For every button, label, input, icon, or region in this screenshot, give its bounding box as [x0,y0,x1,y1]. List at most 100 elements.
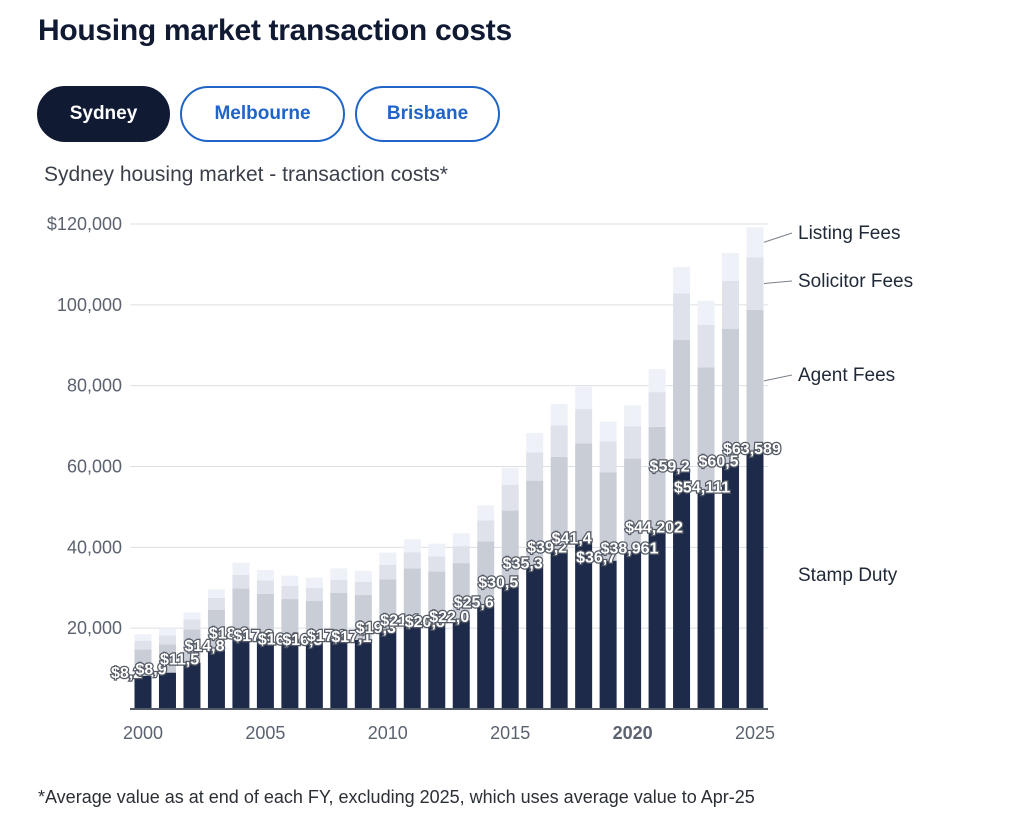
y-tick-label: 60,000 [67,457,122,477]
x-tick-label: 2015 [490,723,530,743]
bar-agent-fees-2016 [526,480,544,567]
bar-agent-fees-2009 [354,595,372,640]
bar-stamp-duty-2024 [722,464,740,709]
x-axis-ticks: 2000 2005 2010 2015 2020 2025 [123,723,775,743]
bar-solicitor-fees-2012 [428,556,446,572]
data-label-stamp-duty-2011: $21,1 [380,613,420,630]
y-tick-label: 100,000 [57,295,122,315]
legend-leader-line [763,232,793,243]
y-tick-label: $120,000 [47,214,122,234]
data-label-stamp-duty-2016: $35,3 [503,555,543,572]
bar-agent-fees-2003 [207,609,225,650]
bar-agent-fees-2021 [648,426,666,531]
bar-listing-fees-2006 [281,575,299,586]
data-label-stamp-duty-2012: $20,8 [405,614,445,631]
bar-agent-fees-2010 [379,579,397,631]
bar-agent-fees-2022 [673,339,691,470]
bar-listing-fees-2013 [452,533,470,547]
bar-agent-fees-2014 [477,541,495,606]
bar-agent-fees-2007 [305,600,323,644]
data-label-stamp-duty-2020: $38,961 [601,541,659,558]
bar-agent-fees-2015 [501,510,519,586]
bar-listing-fees-2004 [232,562,250,575]
bar-stamp-duty-2014 [477,605,495,709]
bar-solicitor-fees-2021 [648,392,666,427]
data-label-stamp-duty-2013: $22,0 [429,609,469,626]
y-tick-label: 40,000 [67,537,122,557]
tab-brisbane[interactable]: Brisbane [355,86,500,142]
bar-solicitor-fees-2015 [501,484,519,511]
y-tick-label: 20,000 [67,618,122,638]
data-label-stamp-duty-2021: $44,202 [625,519,683,536]
bar-solicitor-fees-2011 [403,552,421,569]
bar-stamp-duty-2009 [354,639,372,709]
data-label-stamp-duty-2010: $19,3 [356,620,396,637]
bar-listing-fees-2021 [648,369,666,393]
bar-agent-fees-2000 [134,649,152,676]
data-label-stamp-duty-2023: $54,111 [674,479,730,496]
data-labels: $8,2$8,9$11,5$14,8$18,0$17,3$16,4$16,3$1… [110,440,782,683]
x-tick-label: 2000 [123,723,163,743]
bar-solicitor-fees-2013 [452,546,470,564]
bar-listing-fees-2016 [526,432,544,453]
bar-solicitor-fees-2002 [183,619,201,630]
bars [134,227,764,709]
bar-solicitor-fees-2025 [746,257,764,310]
bar-agent-fees-2005 [256,593,274,640]
bar-agent-fees-2013 [452,563,470,621]
bar-stamp-duty-2003 [207,649,225,709]
bar-stamp-duty-2022 [673,469,691,709]
data-label-stamp-duty-2000: $8,2 [111,665,142,682]
stacked-bar-chart: $120,000100,00080,00060,00040,00020,000 … [47,214,913,743]
x-tick-label: 2025 [735,723,775,743]
bar-solicitor-fees-2003 [207,597,225,610]
legend-label-solicitor-fees: Solicitor Fees [798,271,913,292]
tab-sydney[interactable]: Sydney [37,86,170,142]
bar-stamp-duty-2012 [428,624,446,709]
bar-solicitor-fees-2020 [624,426,642,459]
bar-stamp-duty-2005 [256,639,274,709]
bar-stamp-duty-2017 [550,550,568,709]
legend-leader-line [763,280,793,284]
bar-listing-fees-2002 [183,612,201,620]
bar-listing-fees-2018 [575,386,593,410]
data-label-stamp-duty-2017: $39,2 [527,540,567,557]
bar-listing-fees-2005 [256,569,274,581]
bar-stamp-duty-2001 [158,672,176,709]
page-title: Housing market transaction costs [38,14,512,47]
tab-melbourne[interactable]: Melbourne [180,86,345,142]
bar-listing-fees-2025 [746,227,764,258]
bar-stamp-duty-2008 [330,639,348,709]
data-label-stamp-duty-2009: $17,1 [331,629,371,646]
data-label-stamp-duty-2003: $14,8 [184,638,224,655]
bar-stamp-duty-2011 [403,623,421,709]
bar-solicitor-fees-2001 [158,635,176,645]
bar-stamp-duty-2015 [501,585,519,709]
bar-agent-fees-2025 [746,309,764,452]
bar-listing-fees-2020 [624,405,642,427]
bar-solicitor-fees-2010 [379,564,397,580]
data-label-stamp-duty-2004: $18,0 [209,625,249,642]
bar-stamp-duty-2000 [134,675,152,709]
bar-stamp-duty-2016 [526,566,544,709]
bar-solicitor-fees-2009 [354,581,372,596]
bar-stamp-duty-2023 [697,490,715,709]
bar-stamp-duty-2021 [648,530,666,709]
bar-listing-fees-2001 [158,628,176,636]
bar-agent-fees-2018 [575,443,593,542]
bar-stamp-duty-2010 [379,630,397,709]
bar-solicitor-fees-2000 [134,640,152,650]
bar-solicitor-fees-2022 [673,293,691,340]
bar-solicitor-fees-2006 [281,585,299,600]
bar-agent-fees-2020 [624,458,642,552]
bar-listing-fees-2010 [379,552,397,565]
bar-listing-fees-2015 [501,467,519,485]
bar-stamp-duty-2007 [305,643,323,709]
legend-label-listing-fees: Listing Fees [798,223,900,244]
data-label-stamp-duty-2019: $36,7 [576,550,616,567]
data-label-stamp-duty-2005: $17,3 [233,628,273,645]
bar-listing-fees-2009 [354,570,372,582]
bar-listing-fees-2023 [697,300,715,325]
bar-stamp-duty-2025 [746,451,764,709]
bar-agent-fees-2019 [599,472,617,561]
